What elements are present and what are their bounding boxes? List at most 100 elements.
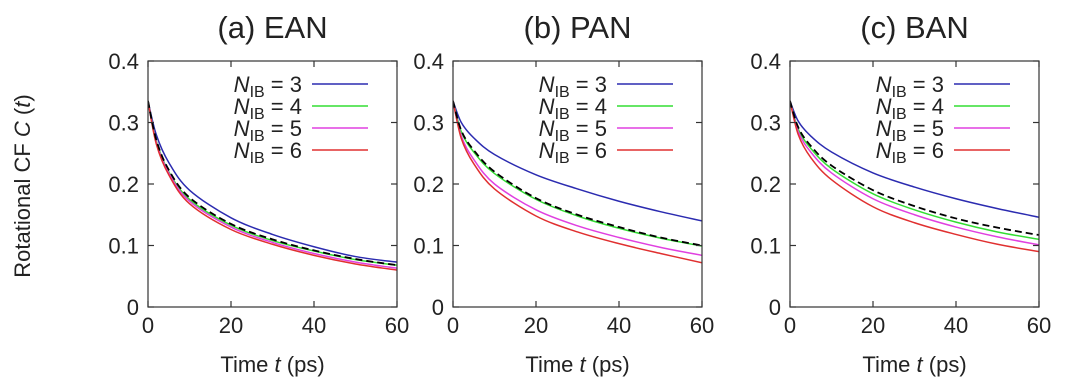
x-tick-label: 0 — [142, 313, 154, 338]
legend-label-value: = 4 — [570, 94, 607, 119]
x-axis-label: Time t (ps) — [862, 352, 966, 377]
legend-label-symbol: N — [539, 94, 555, 119]
legend-label-subscript: IB — [250, 84, 265, 101]
x-tick-label: 20 — [524, 313, 548, 338]
y-axis-label-arg: t — [10, 101, 35, 108]
legend-label-subscript: IB — [555, 84, 570, 101]
series-line-dashed — [148, 100, 397, 267]
x-axis-label-prefix: Time — [862, 352, 916, 377]
legend-item-4: NIB = 6 — [539, 138, 673, 167]
y-tick-label: 0.3 — [413, 111, 444, 136]
x-axis-label-unit: (ps) — [586, 352, 630, 377]
legend-label: NIB = 5 — [876, 116, 944, 145]
legend-item-3: NIB = 5 — [876, 116, 1010, 145]
legend-label-symbol: N — [539, 138, 555, 163]
chart-title: (c) BAN — [860, 10, 969, 45]
legend-item-2: NIB = 4 — [876, 94, 1010, 123]
legend-label-symbol: N — [234, 72, 250, 97]
x-axis-label: Time t (ps) — [220, 352, 324, 377]
legend-label-symbol: N — [234, 116, 250, 141]
legend-label-value: = 6 — [265, 138, 302, 163]
legend-label-value: = 3 — [570, 72, 607, 97]
legend-label: NIB = 6 — [234, 138, 302, 167]
legend-label-subscript: IB — [555, 150, 570, 167]
legend-label-subscript: IB — [555, 128, 570, 145]
x-axis-label-prefix: Time — [220, 352, 274, 377]
legend-label: NIB = 5 — [539, 116, 607, 145]
legend-item-2: NIB = 4 — [234, 94, 368, 123]
y-axis-label-open-paren: ( — [10, 107, 35, 121]
legend-label: NIB = 4 — [876, 94, 944, 123]
legend-item-1: NIB = 3 — [539, 72, 673, 101]
legend-label: NIB = 4 — [539, 94, 607, 123]
series-lines — [453, 100, 702, 264]
chart-title: (a) EAN — [217, 10, 327, 45]
x-axis-label: Time t (ps) — [525, 352, 629, 377]
legend-label: NIB = 3 — [876, 72, 944, 101]
y-tick-label: 0.1 — [108, 234, 139, 259]
x-tick-label: 40 — [302, 313, 326, 338]
legend-label-value: = 5 — [265, 116, 302, 141]
x-tick-label: 60 — [690, 313, 714, 338]
x-axis-label-symbol: t — [917, 352, 924, 377]
x-tick-label: 60 — [385, 313, 409, 338]
y-tick-label: 0.4 — [413, 49, 444, 74]
series-lines — [148, 100, 397, 271]
legend-item-2: NIB = 4 — [539, 94, 673, 123]
legend-label-subscript: IB — [250, 128, 265, 145]
legend-label-symbol: N — [234, 138, 250, 163]
legend-label-value: = 5 — [907, 116, 944, 141]
x-tick-label: 20 — [219, 313, 243, 338]
y-tick-label: 0.4 — [108, 49, 139, 74]
legend-label: NIB = 5 — [234, 116, 302, 145]
legend-label-symbol: N — [876, 138, 892, 163]
series-line-3 — [790, 100, 1039, 246]
legend-label-symbol: N — [876, 116, 892, 141]
y-tick-label: 0.3 — [750, 111, 781, 136]
legend-label-value: = 3 — [907, 72, 944, 97]
series-line-4 — [790, 100, 1039, 253]
legend-label: NIB = 3 — [234, 72, 302, 101]
legend-label: NIB = 4 — [234, 94, 302, 123]
series-line-1 — [148, 100, 397, 263]
x-axis-label-symbol: t — [580, 352, 587, 377]
series-lines — [790, 100, 1039, 253]
y-tick-label: 0.1 — [413, 234, 444, 259]
series-line-4 — [148, 100, 397, 271]
legend-label-value: = 6 — [570, 138, 607, 163]
legend-label-symbol: N — [876, 72, 892, 97]
legend-item-3: NIB = 5 — [234, 116, 368, 145]
series-line-1 — [790, 100, 1039, 218]
y-axis-label-prefix: Rotational CF — [10, 137, 35, 278]
y-tick-label: 0.2 — [413, 172, 444, 197]
y-tick-label: 0.2 — [750, 172, 781, 197]
y-tick-label: 0.1 — [750, 234, 781, 259]
x-axis-label-unit: (ps) — [923, 352, 967, 377]
series-line-2 — [790, 100, 1039, 241]
legend-label-value: = 3 — [265, 72, 302, 97]
legend-label-subscript: IB — [250, 106, 265, 123]
y-tick-label: 0 — [769, 295, 781, 320]
legend-label-subscript: IB — [892, 150, 907, 167]
x-tick-label: 0 — [784, 313, 796, 338]
x-tick-label: 20 — [861, 313, 885, 338]
x-tick-label: 40 — [944, 313, 968, 338]
legend-label-value: = 4 — [907, 94, 944, 119]
x-tick-label: 40 — [607, 313, 631, 338]
x-tick-label: 0 — [447, 313, 459, 338]
legend-label-value: = 4 — [265, 94, 302, 119]
y-axis-label: Rotational CF C (t) — [10, 94, 35, 277]
legend-item-3: NIB = 5 — [539, 116, 673, 145]
legend-label: NIB = 6 — [876, 138, 944, 167]
legend-label-subscript: IB — [892, 84, 907, 101]
series-line-4 — [453, 100, 702, 264]
legend-label-subscript: IB — [250, 150, 265, 167]
legend-label-value: = 5 — [570, 116, 607, 141]
legend-label-symbol: N — [876, 94, 892, 119]
